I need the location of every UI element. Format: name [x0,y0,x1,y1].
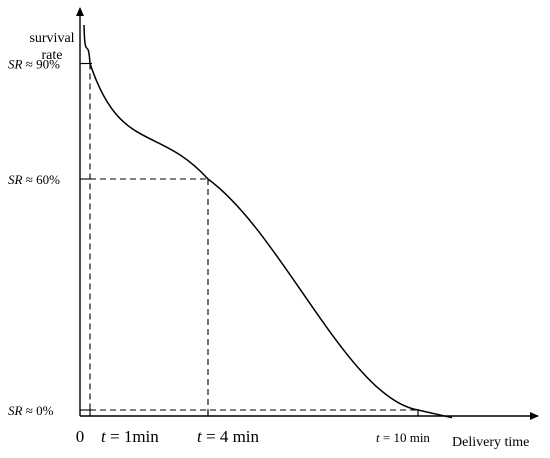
y-annotation-label: SR ≈ 90% [8,57,60,72]
y-annotation-label: SR ≈ 0% [8,403,54,418]
survival-curve [83,24,453,419]
x-annotation-label: t = 10 min [376,430,430,445]
x-annotation-label: t = 1min [101,427,159,446]
y-annotation-variable: SR [8,403,23,418]
y-annotation-variable: SR [8,172,23,187]
y-annotation-label: SR ≈ 60% [8,172,60,187]
x-annotation-variable: t [197,427,203,446]
x-axis-title: Delivery time [452,435,529,450]
x-annotation-label: t = 4 min [197,427,260,446]
y-axis-title-line-1: survival [29,31,74,46]
y-axis-title-line-2: rate [42,48,63,63]
chart-marks: SR ≈ 90% SR ≈ 60% SR ≈ 0% t = 1min t = 4 min… [8,24,453,446]
x-annotation-variable: t [101,427,107,446]
x-annotation-variable: t [376,430,380,445]
y-annotation-variable: SR [8,57,23,72]
origin-label: 0 [76,427,85,446]
